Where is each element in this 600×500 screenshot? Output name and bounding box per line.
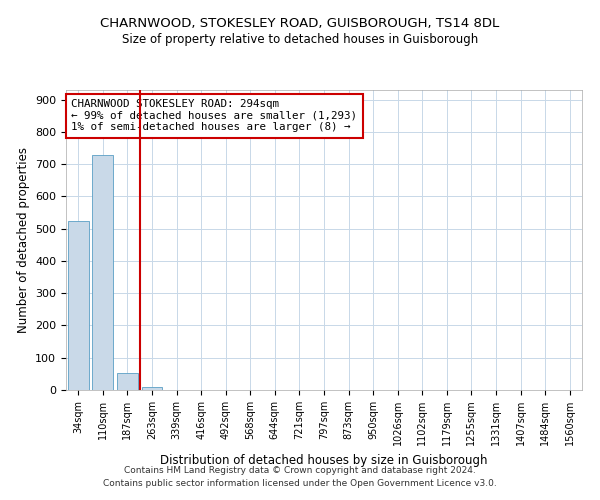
Y-axis label: Number of detached properties: Number of detached properties (17, 147, 29, 333)
Text: Contains HM Land Registry data © Crown copyright and database right 2024.
Contai: Contains HM Land Registry data © Crown c… (103, 466, 497, 487)
Text: Size of property relative to detached houses in Guisborough: Size of property relative to detached ho… (122, 32, 478, 46)
Bar (92, 155, 113, 390)
Bar (142, 388, 163, 390)
X-axis label: Distribution of detached houses by size in Guisborough: Distribution of detached houses by size … (160, 454, 488, 466)
Bar (68, 222, 89, 390)
Text: CHARNWOOD STOKESLEY ROAD: 294sqm
← 99% of detached houses are smaller (1,293)
1%: CHARNWOOD STOKESLEY ROAD: 294sqm ← 99% o… (71, 99, 357, 132)
Text: CHARNWOOD, STOKESLEY ROAD, GUISBOROUGH, TS14 8DL: CHARNWOOD, STOKESLEY ROAD, GUISBOROUGH, … (100, 18, 500, 30)
Bar (117, 373, 138, 390)
